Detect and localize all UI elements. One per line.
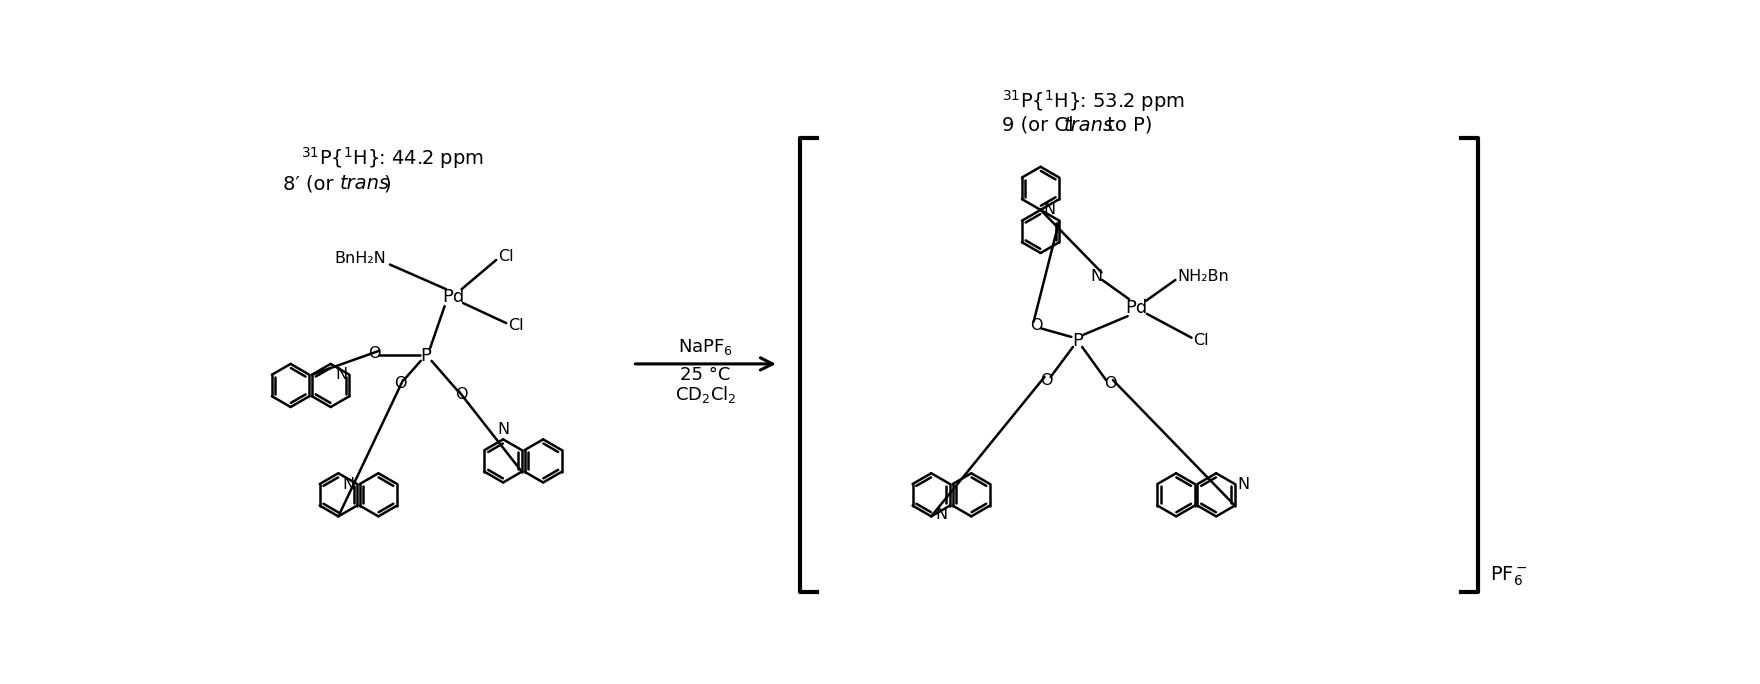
Text: Cl: Cl: [507, 318, 523, 333]
Text: N: N: [1237, 477, 1250, 492]
Text: N: N: [936, 507, 947, 522]
Text: CD$_2$Cl$_2$: CD$_2$Cl$_2$: [674, 384, 736, 405]
Text: $^{31}$P{$^{1}$H}: 53.2 ppm: $^{31}$P{$^{1}$H}: 53.2 ppm: [1001, 88, 1184, 114]
Text: N: N: [1044, 202, 1054, 218]
Text: to P): to P): [1100, 116, 1153, 135]
Text: NH₂Bn: NH₂Bn: [1177, 269, 1230, 284]
Text: P: P: [421, 347, 431, 365]
Text: 25 °C: 25 °C: [681, 367, 730, 384]
Text: N: N: [343, 477, 356, 492]
Text: O: O: [1104, 376, 1116, 391]
Text: trans: trans: [340, 174, 391, 193]
Text: P: P: [1072, 332, 1082, 350]
Text: N: N: [1091, 269, 1104, 284]
Text: PF$_6^-$: PF$_6^-$: [1489, 565, 1528, 588]
Text: N: N: [496, 422, 509, 437]
Text: 9 (or Cl: 9 (or Cl: [1001, 116, 1081, 135]
Text: ): ): [384, 174, 391, 193]
Text: trans: trans: [1063, 116, 1114, 135]
Text: NaPF$_6$: NaPF$_6$: [678, 337, 734, 357]
Text: Cl: Cl: [1193, 333, 1209, 348]
Text: O: O: [456, 387, 468, 402]
Text: O: O: [1040, 373, 1052, 389]
Text: Pd: Pd: [444, 288, 465, 306]
Text: O: O: [1031, 318, 1044, 333]
Text: N: N: [334, 367, 347, 382]
Text: O: O: [368, 345, 380, 360]
Text: BnH₂N: BnH₂N: [334, 251, 385, 266]
Text: Pd: Pd: [1126, 300, 1148, 317]
Text: Cl: Cl: [498, 248, 514, 263]
Text: $^{31}$P{$^{1}$H}: 44.2 ppm: $^{31}$P{$^{1}$H}: 44.2 ppm: [301, 146, 484, 171]
Text: 8′ (or: 8′ (or: [283, 174, 340, 193]
Text: O: O: [394, 376, 407, 391]
